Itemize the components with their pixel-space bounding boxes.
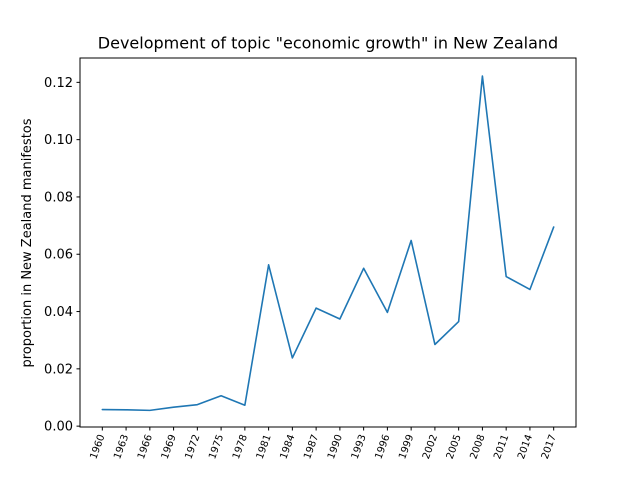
y-axis-label: proportion in New Zealand manifestos xyxy=(20,118,35,367)
y-tick-label: 0.00 xyxy=(44,420,73,435)
chart-title: Development of topic "economic growth" i… xyxy=(98,34,558,53)
y-tick-label: 0.10 xyxy=(44,133,73,148)
y-tick-label: 0.04 xyxy=(44,305,73,320)
y-tick-label: 0.12 xyxy=(44,76,73,91)
y-tick-label: 0.08 xyxy=(44,190,73,205)
y-tick-label: 0.06 xyxy=(44,248,73,263)
axes-frame xyxy=(79,57,577,428)
series-line xyxy=(101,75,555,412)
y-tick-label: 0.02 xyxy=(44,362,73,377)
